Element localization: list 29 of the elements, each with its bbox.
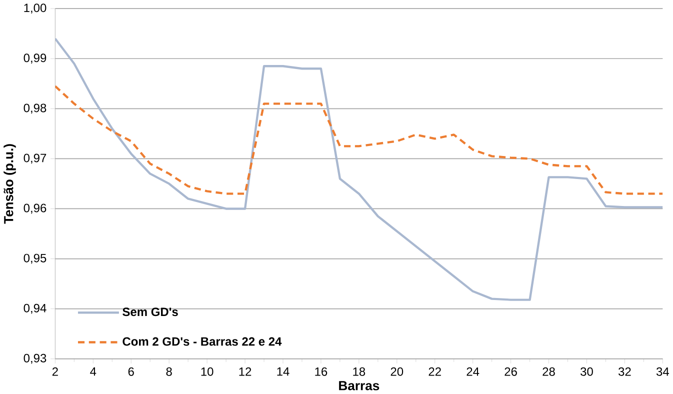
x-tick-label: 16 (315, 367, 328, 376)
legend-label: Com 2 GD's - Barras 22 e 24 (122, 337, 282, 346)
x-tick-label: 34 (656, 367, 669, 376)
x-tick-label: 10 (201, 367, 214, 376)
y-tick-label: 0,96 (24, 204, 46, 214)
x-tick-label: 18 (353, 367, 366, 376)
y-tick-label: 0,99 (24, 54, 46, 64)
y-tick-label: 0,93 (24, 354, 46, 364)
y-tick-label: 0,94 (24, 304, 46, 314)
legend-label: Sem GD's (122, 308, 178, 316)
x-tick-label: 20 (390, 367, 404, 376)
x-tick-label: 22 (428, 367, 441, 376)
x-tick-label: 12 (239, 367, 252, 376)
x-tick-label: 8 (166, 367, 172, 376)
y-axis-title: Tensão (p.u.) (4, 144, 16, 224)
x-tick-label: 24 (466, 367, 480, 376)
x-tick-label: 6 (128, 367, 134, 376)
x-tick-label: 4 (90, 367, 96, 376)
x-tick-label: 2 (52, 367, 58, 376)
x-tick-label: 26 (504, 367, 517, 376)
y-tick-label: 0,97 (24, 154, 46, 164)
x-tick-label: 28 (542, 367, 555, 376)
y-tick-label: 0,95 (24, 254, 46, 264)
y-tick-label: 1,00 (24, 4, 46, 14)
x-tick-label: 32 (618, 367, 631, 376)
x-tick-label: 30 (580, 367, 593, 376)
y-tick-label: 0,98 (24, 104, 46, 114)
x-axis-title: Barras (339, 381, 380, 390)
x-tick-label: 14 (277, 367, 290, 376)
